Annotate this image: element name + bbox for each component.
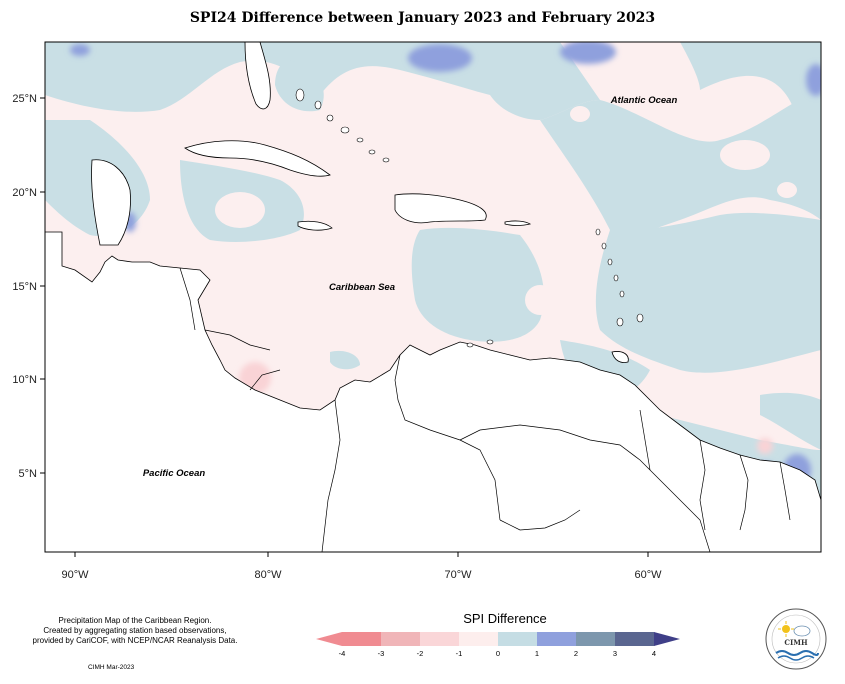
region-east-edge — [760, 392, 821, 450]
cimh-logo: CIMH — [765, 608, 827, 670]
map-border — [44, 41, 822, 553]
land-mexico-central-america — [45, 231, 821, 552]
lon-tick-90w: 90°W — [61, 569, 89, 581]
colorbar-bin — [576, 632, 616, 646]
land-florida — [244, 42, 271, 110]
lon-tick-60w: 60°W — [634, 569, 662, 581]
colorbar-tick-label: 2 — [574, 649, 578, 658]
land-cuba — [184, 140, 331, 177]
colorbar-tick-label: 1 — [535, 649, 539, 658]
land-hispaniola — [394, 193, 487, 224]
colorbar-bin — [537, 632, 577, 646]
lat-tick-10n: 10°N — [12, 374, 37, 386]
lon-tick-70w: 70°W — [444, 569, 472, 581]
land-puerto-rico — [504, 220, 532, 226]
region-caribbean-east — [411, 227, 544, 342]
region-east-atlantic — [540, 90, 821, 235]
caption: Precipitation Map of the Caribbean Regio… — [10, 616, 260, 646]
sun-icon — [778, 621, 794, 637]
credit-text: CIMH Mar-2023 — [88, 664, 135, 671]
colorbar-bin — [459, 632, 499, 646]
label-atlantic-ocean: Atlantic Ocean — [610, 95, 678, 106]
colorbar-tick-label: -1 — [456, 649, 463, 658]
logo-text: CIMH — [784, 638, 808, 647]
country-borders — [179, 267, 791, 552]
colorbar-bin — [342, 632, 382, 646]
region-antilles-east — [595, 212, 821, 373]
land-yucatan — [91, 159, 131, 246]
colorbar-arrow-high — [654, 632, 680, 646]
lat-tick-25n: 25°N — [12, 93, 37, 105]
spi-field — [45, 42, 821, 552]
land-trinidad — [611, 351, 629, 363]
region-florida — [275, 60, 324, 112]
spi-neutral-patches — [215, 106, 797, 315]
map-title: SPI24 Difference between January 2023 an… — [189, 10, 656, 26]
colorbar-tick-label: -3 — [378, 649, 385, 658]
lat-tick-15n: 15°N — [12, 281, 37, 293]
label-pacific-ocean: Pacific Ocean — [143, 468, 206, 479]
colorbar-bin — [615, 632, 655, 646]
lat-tick-5n: 5°N — [19, 468, 38, 480]
colorbar-tick-label: -4 — [339, 649, 346, 658]
colorbar-arrow-low — [316, 632, 342, 646]
colorbar-tick-label: 4 — [652, 649, 656, 658]
label-caribbean-sea: Caribbean Sea — [329, 282, 395, 293]
colorbar-bin — [420, 632, 460, 646]
caption-line-3: provided by CariCOF, with NCEP/NCAR Rean… — [32, 636, 238, 645]
legend-title: SPI Difference — [463, 611, 547, 626]
map-panel: 90°W 80°W 70°W 60°W 25°N 20°N 15°N 10°N … — [12, 41, 822, 581]
wave-icon — [775, 650, 819, 661]
land-jamaica — [297, 220, 333, 231]
colorbar-bin — [381, 632, 421, 646]
caption-line-1: Precipitation Map of the Caribbean Regio… — [58, 616, 212, 625]
lon-tick-80w: 80°W — [254, 569, 282, 581]
colorbar-tick-label: 0 — [496, 649, 500, 658]
colorbar-bin — [498, 632, 538, 646]
caption-line-2: Created by aggregating station based obs… — [43, 626, 227, 635]
colorbar: -4 -3 -2 -1 0 1 2 3 4 — [316, 632, 680, 658]
axis-ticks — [40, 97, 649, 557]
region-panama — [330, 350, 360, 370]
colorbar-tick-label: 3 — [613, 649, 617, 658]
colorbar-tick-label: -2 — [417, 649, 424, 658]
lat-tick-20n: 20°N — [12, 187, 37, 199]
region-north-atlantic — [200, 42, 821, 140]
cloud-icon — [793, 625, 811, 637]
coastlines — [45, 42, 821, 552]
small-islands — [295, 88, 644, 348]
